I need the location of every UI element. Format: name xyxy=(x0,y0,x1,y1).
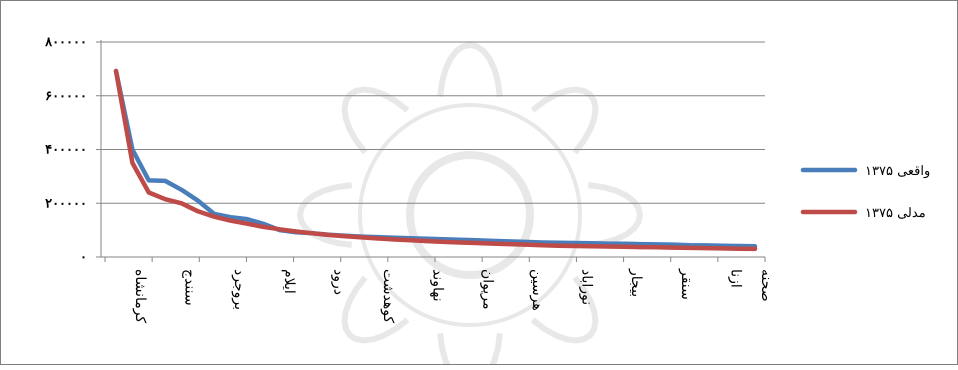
watermark-petal xyxy=(341,86,410,155)
series-line-1 xyxy=(113,68,758,249)
watermark-petal xyxy=(587,182,644,248)
x-tick-label: ایلام xyxy=(281,269,297,294)
watermark-logo xyxy=(296,41,644,370)
legend: واقعی ۱۳۷۵ مدلی ۱۳۷۵ xyxy=(800,164,930,221)
x-tick-label: بیجار xyxy=(628,268,644,297)
gridlines xyxy=(101,41,765,204)
x-tick-label: صحنه xyxy=(758,269,774,302)
y-tick-label: ۶۰۰۰۰۰ xyxy=(45,89,87,104)
series-lines xyxy=(113,68,758,252)
x-tick-label: مریوان xyxy=(479,269,495,310)
x-tick-label: کوهدشت xyxy=(380,269,396,323)
legend-label-1: واقعی ۱۳۷۵ xyxy=(865,164,930,179)
watermark-petal xyxy=(437,332,503,370)
watermark-ring xyxy=(406,151,534,279)
watermark-petal xyxy=(530,86,599,155)
x-tick-label: بروجرد xyxy=(231,269,247,310)
y-tick-label: ۴۰۰۰۰۰ xyxy=(45,143,87,158)
x-tick-label: سنقر xyxy=(678,268,694,300)
x-tick-label: درود xyxy=(330,269,346,295)
x-tick-label: نوراباد xyxy=(579,269,595,305)
x-tick-label: ازنا xyxy=(727,269,743,288)
watermark-ring xyxy=(358,103,582,327)
x-tick-label: سنندج xyxy=(182,269,198,306)
series-line-2 xyxy=(113,68,758,252)
watermark-petal xyxy=(530,275,599,344)
y-tick-label: ۲۰۰۰۰۰ xyxy=(45,196,87,211)
watermark-petal xyxy=(437,41,503,98)
x-tick-label: هرسین xyxy=(529,269,545,311)
x-tick-label: نهاوند xyxy=(430,269,446,302)
axes xyxy=(96,40,766,262)
x-tick-label: کرمانشاه xyxy=(132,269,148,323)
x-axis-ticks: کرمانشاه سنندج بروجرد ایلام درود کوهدشت نهاوند… xyxy=(132,268,774,323)
y-tick-label: ۸۰۰۰۰۰ xyxy=(44,35,87,50)
watermark-petal xyxy=(296,182,353,248)
legend-label-2: مدلی ۱۳۷۵ xyxy=(865,206,926,221)
watermark-petal xyxy=(341,275,410,344)
y-tick-label: ۰ xyxy=(80,250,87,265)
y-axis-ticks: ۰ ۲۰۰۰۰۰ ۴۰۰۰۰۰ ۶۰۰۰۰۰ ۸۰۰۰۰۰ xyxy=(44,35,87,265)
